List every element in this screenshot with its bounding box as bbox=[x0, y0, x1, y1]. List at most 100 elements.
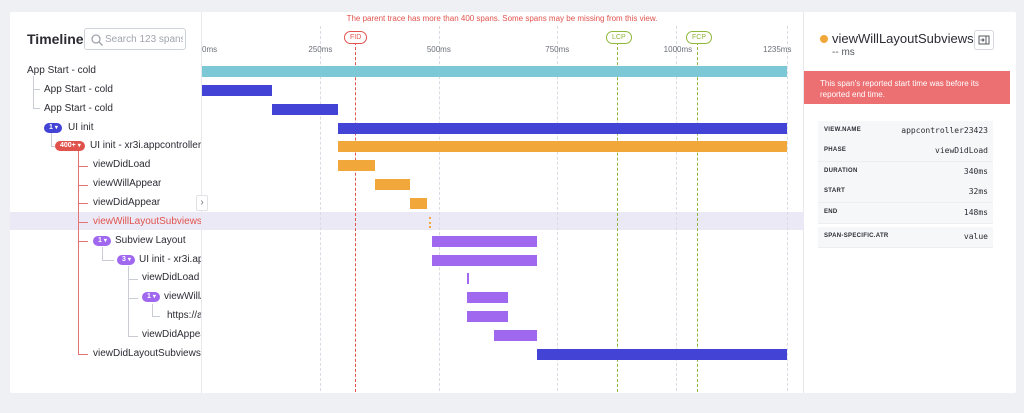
tree-connector bbox=[33, 89, 40, 90]
span-bar[interactable] bbox=[272, 103, 339, 115]
child-count: 1 bbox=[147, 293, 151, 301]
details-panel-divider bbox=[803, 12, 804, 393]
span-label[interactable]: viewDidAppear bbox=[93, 196, 161, 208]
span-details-duration: -- ms bbox=[832, 47, 855, 58]
span-label[interactable]: viewWillAppear bbox=[93, 178, 162, 190]
expand-labels-button[interactable]: › bbox=[196, 195, 208, 211]
tree-connector bbox=[152, 304, 153, 316]
span-label[interactable]: UI init - xr3i.app bbox=[139, 253, 201, 265]
attribute-value: 32ms bbox=[968, 187, 988, 197]
span-bar[interactable] bbox=[467, 273, 470, 285]
collapse-children-badge[interactable]: 3 ▾ bbox=[117, 254, 135, 265]
span-bar[interactable] bbox=[432, 235, 537, 247]
span-label[interactable]: viewDidAppear bbox=[142, 328, 201, 340]
collapse-children-badge[interactable]: 1 ▾ bbox=[93, 235, 111, 246]
span-label[interactable]: viewDidLoad bbox=[93, 159, 151, 171]
tree-connector bbox=[78, 203, 88, 204]
span-bar[interactable] bbox=[494, 329, 537, 341]
search-icon bbox=[91, 34, 103, 46]
span-bar[interactable] bbox=[338, 141, 787, 153]
attribute-row: DURATION 340ms bbox=[818, 161, 993, 183]
axis-tick-label: 0ms bbox=[202, 45, 218, 54]
span-details-title: viewWillLayoutSubviews bbox=[832, 31, 974, 46]
span-bar[interactable] bbox=[467, 311, 509, 323]
span-search-field[interactable] bbox=[84, 28, 186, 50]
span-bar[interactable] bbox=[536, 348, 787, 360]
child-count: 3 bbox=[122, 255, 126, 263]
tree-connector bbox=[33, 108, 40, 109]
span-label[interactable]: App Start - cold bbox=[27, 65, 96, 76]
tree-connector bbox=[78, 166, 88, 167]
attribute-value: 148ms bbox=[963, 207, 988, 217]
attribute-value: viewDidLoad bbox=[935, 146, 988, 156]
attribute-row: SPAN-SPECIFIC.ATR value bbox=[818, 227, 993, 248]
axis-gridline bbox=[438, 26, 441, 391]
axis-tick-label: 750ms bbox=[545, 45, 570, 54]
attribute-row: START 32ms bbox=[818, 182, 993, 204]
span-label[interactable]: UI init bbox=[68, 121, 94, 133]
attribute-key: END bbox=[824, 208, 838, 215]
marker-fid[interactable]: FID bbox=[344, 31, 368, 44]
attribute-key: SPAN-SPECIFIC.ATR bbox=[824, 233, 889, 239]
span-label[interactable]: Subview Layout bbox=[115, 234, 186, 246]
collapse-panel-button[interactable] bbox=[974, 30, 994, 50]
tree-connector bbox=[128, 336, 138, 337]
axis-tick-label: 1000ms bbox=[663, 45, 693, 54]
marker-line-fcp bbox=[697, 42, 698, 392]
marker-lcp[interactable]: LCP bbox=[606, 31, 632, 44]
attribute-row: VIEW.NAME appcontroller23423 bbox=[818, 121, 993, 142]
axis-tick-label: 500ms bbox=[426, 45, 451, 54]
attribute-value: 340ms bbox=[963, 166, 988, 176]
child-count: 400+ bbox=[60, 142, 76, 150]
tree-connector bbox=[102, 260, 114, 261]
marker-fcp[interactable]: FCP bbox=[686, 31, 712, 44]
axis-gridline bbox=[320, 26, 322, 391]
span-label[interactable]: viewWillA bbox=[164, 291, 201, 303]
span-bar-selected[interactable] bbox=[429, 216, 432, 228]
span-bar[interactable] bbox=[410, 197, 427, 209]
axis-gridline bbox=[787, 26, 789, 391]
chevron-down-icon: ▾ bbox=[54, 124, 58, 131]
span-label[interactable]: https://a bbox=[167, 310, 201, 322]
span-bar[interactable] bbox=[202, 84, 273, 96]
attribute-key: VIEW.NAME bbox=[824, 127, 862, 133]
chevron-down-icon: ▾ bbox=[103, 237, 107, 244]
child-count: 1 bbox=[49, 123, 53, 131]
axis-tick-label: 250ms bbox=[308, 45, 333, 54]
collapse-children-badge[interactable]: 1 ▾ bbox=[44, 122, 62, 133]
tree-connector bbox=[102, 247, 103, 260]
attribute-row: PHASE viewDidLoad bbox=[818, 141, 993, 163]
axis-tick-label: 1235ms bbox=[763, 45, 792, 54]
tree-connector bbox=[128, 298, 138, 299]
span-bar[interactable] bbox=[202, 66, 787, 77]
span-label[interactable]: viewDidLayoutSubviews bbox=[93, 347, 201, 359]
collapse-children-badge[interactable]: 400+ ▾ bbox=[55, 141, 85, 152]
span-search-input[interactable] bbox=[105, 31, 183, 47]
span-label[interactable]: viewDidLoad bbox=[142, 272, 200, 284]
span-label[interactable]: UI init - xr3i.appcontroller89 bbox=[90, 140, 201, 152]
attribute-key: DURATION bbox=[824, 167, 858, 174]
axis-gridline bbox=[557, 26, 559, 391]
span-bar[interactable] bbox=[338, 160, 376, 172]
span-bar[interactable] bbox=[375, 179, 411, 191]
marker-line-lcp bbox=[617, 42, 618, 392]
span-label[interactable]: App Start - cold bbox=[44, 83, 113, 95]
span-label-selected[interactable]: viewWillLayoutSubviews bbox=[93, 215, 201, 227]
selected-row-highlight bbox=[10, 212, 804, 230]
span-bar[interactable] bbox=[432, 254, 537, 266]
span-timing-warning: This span's reported start time was befo… bbox=[804, 71, 1010, 104]
child-count: 1 bbox=[98, 236, 102, 244]
tree-connector bbox=[51, 133, 52, 146]
marker-line-fid bbox=[355, 42, 356, 392]
span-limit-warning: The parent trace has more than 400 spans… bbox=[346, 14, 658, 23]
tree-connector bbox=[128, 279, 138, 280]
timeline-title: Timeline bbox=[27, 31, 84, 47]
span-color-dot bbox=[820, 35, 828, 43]
chevron-down-icon: ▾ bbox=[152, 294, 156, 301]
span-bar[interactable] bbox=[338, 122, 787, 134]
span-label[interactable]: App Start - cold bbox=[44, 102, 113, 114]
attribute-value: value bbox=[963, 232, 988, 241]
span-bar[interactable] bbox=[467, 292, 509, 304]
collapse-children-badge[interactable]: 1 ▾ bbox=[142, 292, 160, 303]
chevron-down-icon: ▾ bbox=[127, 256, 131, 263]
